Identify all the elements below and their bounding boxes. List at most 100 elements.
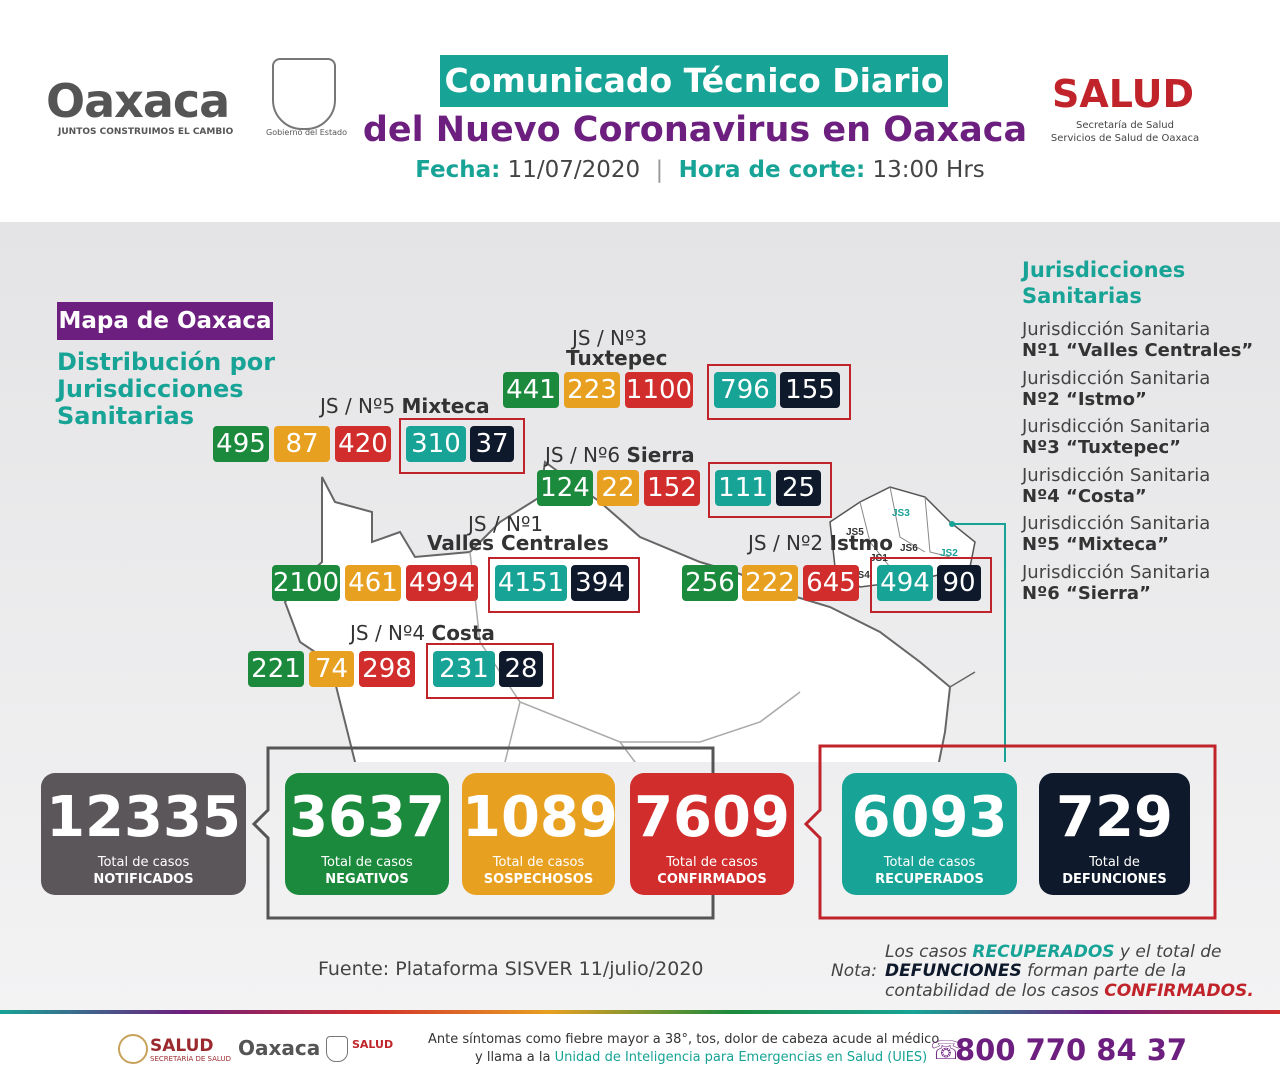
js3-defunciones: 155 xyxy=(780,372,840,408)
note-line2: DEFUNCIONES forman parte de la xyxy=(885,961,1187,981)
js5-confirmados: 420 xyxy=(335,426,391,462)
mini-map: JS3 JS5 JS1 JS6 JS2 JS4 xyxy=(829,486,976,588)
js3-label-pre: JS / Nº3 xyxy=(572,326,648,350)
header xyxy=(0,0,1280,222)
js3-label-name: Tuxtepec xyxy=(566,346,668,370)
color-stripe xyxy=(0,1010,1280,1016)
page-subtitle: del Nuevo Coronavirus en Oaxaca xyxy=(362,110,1028,150)
total-confirmados: 7609 Total de casos CONFIRMADOS xyxy=(630,773,794,895)
js1-negativos: 2100 xyxy=(272,565,340,601)
footer-oaxaca-logo: Oaxaca xyxy=(238,1036,321,1060)
note-line1: Los casos RECUPERADOS y el total de xyxy=(885,942,1222,962)
js5-recuperados: 310 xyxy=(406,426,466,462)
mini-label-js4: JS4 xyxy=(852,570,870,581)
map-subtitle-line3: Sanitarias xyxy=(57,402,195,430)
js5-negativos: 495 xyxy=(213,426,269,462)
fecha-label: Fecha: xyxy=(415,157,501,183)
hora-value: 13:00 Hrs xyxy=(872,157,985,183)
legend-item3-line1: Jurisdicción Sanitaria xyxy=(1022,416,1211,437)
legend-item6-line1: Jurisdicción Sanitaria xyxy=(1022,562,1211,583)
footer-seal-icon xyxy=(326,1036,348,1062)
js1-defunciones: 394 xyxy=(571,565,629,601)
js1-frame xyxy=(488,557,640,613)
gray-bracket xyxy=(251,746,715,920)
js5-label: JS / Nº5 Mixteca xyxy=(320,394,490,418)
fecha-value: 11/07/2020 xyxy=(507,157,641,183)
footer-salud-sub: SECRETARÍA DE SALUD xyxy=(150,1055,231,1063)
js3-frame xyxy=(707,364,851,420)
footer xyxy=(0,1014,1280,1082)
legend-item2-line1: Jurisdicción Sanitaria xyxy=(1022,368,1211,389)
js4-negativos: 221 xyxy=(248,651,304,687)
oaxaca-slogan: JUNTOS CONSTRUIMOS EL CAMBIO xyxy=(58,127,234,137)
legend-item1-line2: Nº1 “Valles Centrales” xyxy=(1022,340,1254,361)
map-subtitle-line2: Jurisdicciones xyxy=(57,375,244,403)
jurisdiction-borders xyxy=(469,551,801,762)
page-title: Comunicado Técnico Diario xyxy=(440,55,948,107)
total-defunciones: 729 Total de DEFUNCIONES xyxy=(1039,773,1190,895)
js6-sospechosos: 22 xyxy=(597,470,639,506)
js1-confirmados: 4994 xyxy=(406,565,478,601)
date-line: Fecha: 11/07/2020 | Hora de corte: 13:00… xyxy=(415,157,985,183)
total-sospechosos: 1089 Total de casos SOSPECHOSOS xyxy=(462,773,618,895)
js1-label-pre: JS / Nº1 xyxy=(468,512,544,536)
js6-frame xyxy=(708,462,832,518)
note-label: Nota: xyxy=(831,961,877,981)
map-subtitle-line1: Distribución por xyxy=(57,348,276,376)
hora-label: Hora de corte: xyxy=(678,157,866,183)
footer-text-line2: y llama a la Unidad de Inteligencia para… xyxy=(475,1050,928,1065)
legend-item4-line2: Nº4 “Costa” xyxy=(1022,486,1147,507)
js1-recuperados: 4151 xyxy=(495,565,567,601)
connector-dot xyxy=(949,521,955,527)
js1-label-name: Valles Centrales xyxy=(427,531,609,555)
total-negativos: 3637 Total de casos NEGATIVOS xyxy=(285,773,449,895)
mini-label-js3: JS3 xyxy=(892,508,910,519)
js6-recuperados: 111 xyxy=(715,470,771,506)
mini-label-js2: JS2 xyxy=(940,548,958,559)
js2-negativos: 256 xyxy=(682,565,738,601)
js4-sospechosos: 74 xyxy=(309,651,354,687)
source-note: Fuente: Plataforma SISVER 11/julio/2020 xyxy=(318,958,704,980)
legend-item4-line1: Jurisdicción Sanitaria xyxy=(1022,465,1211,486)
js4-label: JS / Nº4 Costa xyxy=(350,621,495,645)
footer-text-line1: Ante síntomas como fiebre mayor a 38°, t… xyxy=(428,1032,940,1047)
js6-defunciones: 25 xyxy=(776,470,821,506)
seal-caption: Gobierno del Estado xyxy=(266,128,347,137)
js2-recuperados: 494 xyxy=(877,565,933,601)
map-title: Mapa de Oaxaca xyxy=(57,302,273,340)
note-line3: contabilidad de los casos CONFIRMADOS. xyxy=(885,981,1254,1001)
js4-recuperados: 231 xyxy=(433,651,495,687)
legend-item2-line2: Nº2 “Istmo” xyxy=(1022,389,1147,410)
legend-item1-line1: Jurisdicción Sanitaria xyxy=(1022,319,1211,340)
js5-defunciones: 37 xyxy=(470,426,514,462)
js2-defunciones: 90 xyxy=(937,565,981,601)
js5-sospechosos: 87 xyxy=(274,426,330,462)
salud-logo: SALUD xyxy=(1052,72,1195,116)
js4-defunciones: 28 xyxy=(499,651,543,687)
mexico-seal-icon xyxy=(118,1034,148,1064)
phone-icon: ☏ xyxy=(930,1036,963,1066)
legend-title-line2: Sanitarias xyxy=(1022,284,1142,308)
coast-lines xyxy=(949,671,976,688)
mini-label-js5: JS5 xyxy=(846,527,864,538)
total-notificados: 12335 Total de casos NOTIFICADOS xyxy=(41,773,246,895)
js3-negativos: 441 xyxy=(503,372,559,408)
js5-frame xyxy=(399,418,525,474)
footer-salud-logo: SALUD xyxy=(150,1036,214,1056)
footer-salud2-logo: SALUD xyxy=(352,1038,394,1051)
salud-sub2: Servicios de Salud de Oaxaca xyxy=(1050,133,1200,144)
legend-connector xyxy=(952,523,1006,762)
js3-recuperados: 796 xyxy=(714,372,776,408)
js3-sospechosos: 223 xyxy=(564,372,620,408)
legend-item5-line1: Jurisdicción Sanitaria xyxy=(1022,513,1211,534)
js6-label: JS / Nº6 Sierra xyxy=(545,443,695,467)
footer-phone[interactable]: 800 770 84 37 xyxy=(955,1033,1188,1067)
js4-confirmados: 298 xyxy=(359,651,415,687)
js6-negativos: 124 xyxy=(537,470,593,506)
js2-confirmados: 645 xyxy=(803,565,859,601)
js1-sospechosos: 461 xyxy=(345,565,401,601)
oaxaca-logo: Oaxaca xyxy=(46,74,230,128)
salud-sub1: Secretaría de Salud xyxy=(1076,120,1174,131)
js6-confirmados: 152 xyxy=(644,470,700,506)
